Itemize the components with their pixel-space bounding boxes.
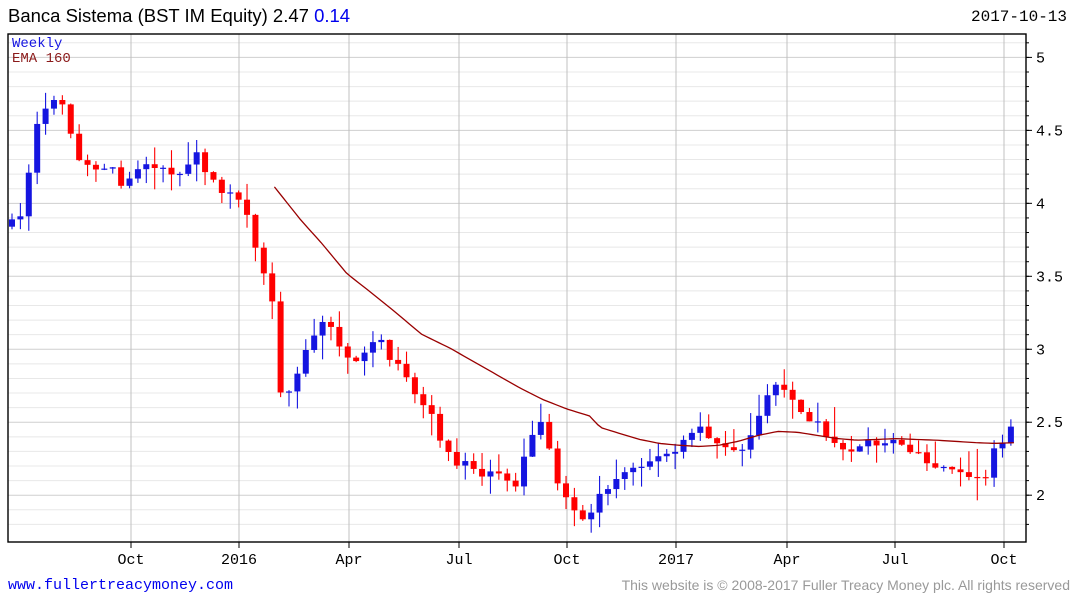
svg-text:2.5: 2.5 bbox=[1036, 415, 1063, 432]
svg-text:Jul: Jul bbox=[881, 552, 908, 569]
svg-text:4.5: 4.5 bbox=[1036, 123, 1063, 140]
svg-text:2016: 2016 bbox=[221, 552, 257, 569]
svg-text:5: 5 bbox=[1036, 50, 1045, 67]
svg-text:2: 2 bbox=[1036, 488, 1045, 505]
svg-text:Oct: Oct bbox=[117, 552, 144, 569]
svg-text:2017: 2017 bbox=[658, 552, 694, 569]
svg-text:Apr: Apr bbox=[335, 552, 362, 569]
svg-text:3.5: 3.5 bbox=[1036, 269, 1063, 286]
svg-text:Jul: Jul bbox=[445, 552, 472, 569]
svg-text:Oct: Oct bbox=[553, 552, 580, 569]
svg-text:4: 4 bbox=[1036, 196, 1045, 213]
svg-text:Oct: Oct bbox=[990, 552, 1017, 569]
svg-text:3: 3 bbox=[1036, 342, 1045, 359]
svg-text:Apr: Apr bbox=[773, 552, 800, 569]
